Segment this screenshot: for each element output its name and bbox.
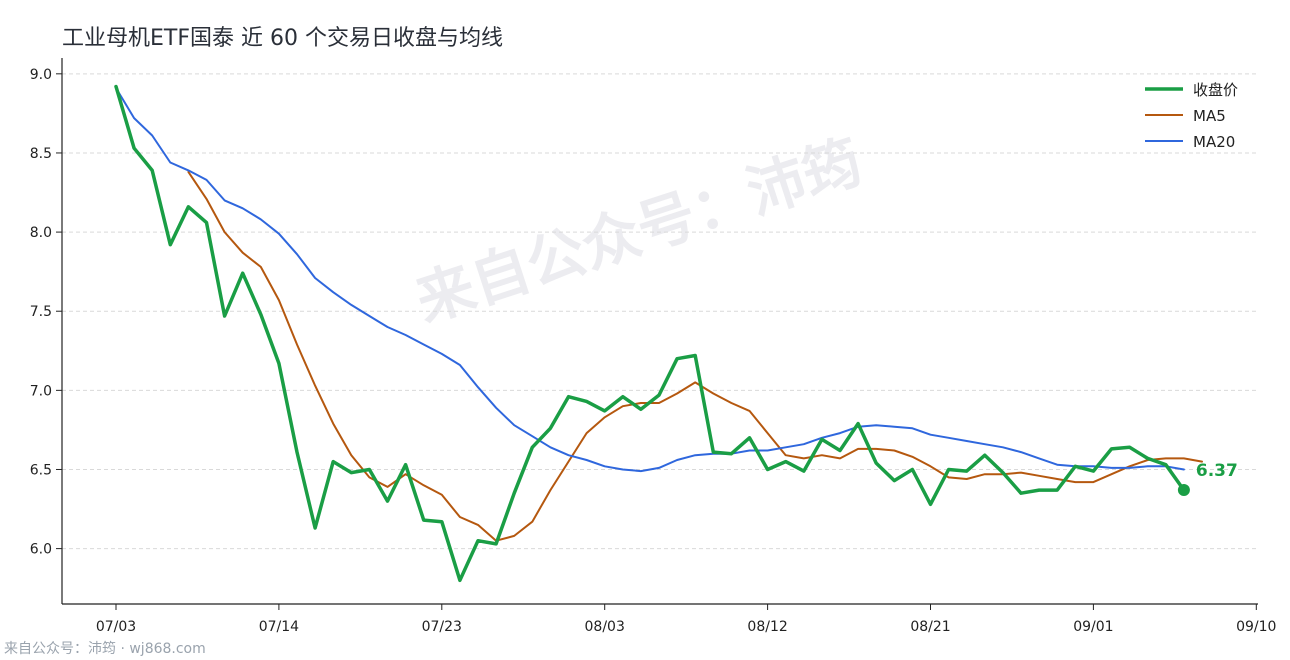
- last-value-label: 6.37: [1196, 461, 1238, 481]
- watermark-text: 来自公众号：沛筠: [408, 127, 870, 335]
- y-tick-label: 8.0: [30, 225, 52, 241]
- last-point-marker: [1177, 484, 1190, 497]
- series-line-close: [114, 84, 1186, 583]
- x-tick-label: 07/23: [422, 619, 462, 635]
- y-tick-label: 7.0: [30, 383, 52, 399]
- y-tick-label: 9.0: [30, 67, 52, 83]
- legend: 收盘价 MA5 MA20: [1145, 81, 1238, 151]
- chart-title: 工业母机ETF国泰 近 60 个交易日收盘与均线: [62, 26, 503, 51]
- y-tick-label: 8.5: [30, 146, 52, 162]
- y-tick-label: 7.5: [30, 304, 52, 320]
- lines-layer: [114, 84, 1203, 583]
- footer-credit: 来自公众号：沛筠 · wj868.com: [4, 641, 206, 657]
- x-tick-label: 07/14: [259, 619, 299, 635]
- axes-layer: 6.0 6.5 7.0 7.5 8.0 8.5 9.0 07/03 07/14 07/23 08/0…: [30, 58, 1276, 635]
- y-tick-label: 6.5: [30, 462, 52, 478]
- y-tick-label: 6.0: [30, 542, 52, 558]
- legend-label: MA5: [1193, 107, 1226, 125]
- legend-label: 收盘价: [1193, 81, 1238, 99]
- x-tick-label: 08/03: [585, 619, 625, 635]
- series-line-ma20: [115, 87, 1185, 473]
- x-tick-label: 08/12: [747, 619, 787, 635]
- x-tick-label: 07/03: [96, 619, 136, 635]
- grid-layer: [62, 73, 1258, 550]
- x-tick-label: 09/01: [1073, 619, 1113, 635]
- x-tick-label: 09/10: [1236, 619, 1276, 635]
- series-line-ma5: [187, 170, 1203, 542]
- legend-label: MA20: [1193, 133, 1235, 151]
- x-tick-label: 08/21: [910, 619, 950, 635]
